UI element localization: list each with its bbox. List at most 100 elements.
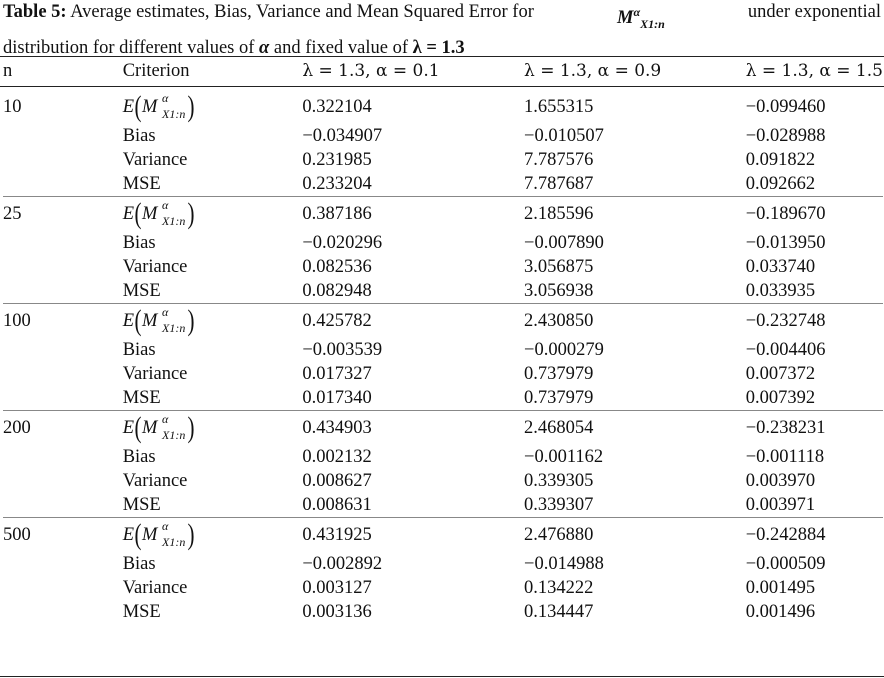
cell-value: −0.000279 (524, 339, 604, 360)
left-paren: ( (134, 304, 142, 337)
table-label: Table 5: (3, 2, 67, 22)
table-row: Bias −0.020296 −0.007890 −0.013950 (3, 231, 883, 255)
cell-value: 2.430850 (524, 310, 594, 331)
header-criterion: Criterion (122, 60, 190, 81)
lambda-fixed: λ = 1.3 (412, 37, 465, 58)
left-paren: ( (134, 90, 142, 123)
caption-text-2: under exponential (747, 2, 881, 22)
cell-value: 0.033740 (745, 256, 816, 277)
cell-value: 0.434903 (302, 417, 372, 438)
cell-value: −0.004406 (745, 339, 826, 360)
table-row: MSE 0.017340 0.737979 0.007392 (3, 386, 883, 410)
caption-text-4: and fixed value of (273, 37, 408, 58)
caption-text-3: distribution for different values of (3, 37, 255, 58)
right-paren: ) (187, 90, 195, 123)
cell-value: 7.787576 (524, 149, 594, 170)
cell-n: 10 (3, 96, 22, 117)
cell-criterion: Variance (122, 577, 188, 598)
table-row: Variance 0.082536 3.056875 0.033740 (3, 255, 883, 279)
cell-n (3, 338, 123, 362)
cell-value: 0.425782 (302, 310, 372, 331)
cell-value: 0.233204 (302, 173, 372, 194)
cell-criterion: Bias (122, 125, 156, 146)
cell-value: 0.387186 (302, 203, 372, 224)
cell-value: 0.008627 (302, 470, 372, 491)
cell-value: 0.134447 (524, 601, 594, 622)
bottom-rule (0, 676, 884, 677)
table-row: Bias 0.002132 −0.001162 −0.001118 (3, 445, 883, 469)
cell-value: 0.322104 (302, 96, 372, 117)
cell-value: 1.655315 (524, 96, 594, 117)
left-paren: ( (134, 411, 142, 444)
cell-n (3, 576, 123, 600)
cell-value: −0.028988 (745, 125, 826, 146)
results-table: n Criterion λ = 1.3, α = 0.1 λ = 1.3, α … (3, 58, 883, 624)
cell-value: −0.232748 (745, 310, 826, 331)
cell-value: 0.003127 (302, 577, 372, 598)
cell-value: 3.056938 (524, 280, 594, 301)
table-row: Variance 0.008627 0.339305 0.003970 (3, 469, 883, 493)
cell-value: 0.003970 (745, 470, 816, 491)
right-paren: ) (187, 197, 195, 230)
cell-value: −0.001118 (745, 446, 825, 467)
header-n: n (3, 60, 13, 81)
cell-n (3, 172, 123, 196)
cell-criterion: MSE (122, 173, 161, 194)
cell-n: 200 (3, 417, 31, 438)
group-separator (3, 303, 883, 304)
cell-value: −0.003539 (302, 339, 383, 360)
cell-value: 2.185596 (524, 203, 594, 224)
table-row: Variance 0.231985 7.787576 0.091822 (3, 148, 883, 172)
cell-value: 0.033935 (745, 280, 816, 301)
expectation-symbol: E (122, 310, 134, 331)
cell-n (3, 445, 123, 469)
cell-n (3, 600, 123, 624)
cell-value: −0.020296 (302, 232, 383, 253)
cell-value: −0.000509 (745, 553, 826, 574)
cell-value: −0.034907 (302, 125, 383, 146)
expectation-symbol: E (122, 203, 134, 224)
table-row: Bias −0.002892 −0.014988 −0.000509 (3, 552, 883, 576)
cell-n: 100 (3, 310, 31, 331)
table-row: Variance 0.003127 0.134222 0.001495 (3, 576, 883, 600)
cell-criterion: Variance (122, 470, 188, 491)
cell-value: −0.013950 (745, 232, 826, 253)
cell-criterion: MSE (122, 601, 161, 622)
cell-criterion: MSE (122, 387, 161, 408)
cell-value: 0.002132 (302, 446, 372, 467)
alpha-symbol: α (259, 37, 270, 58)
cell-value: 0.082948 (302, 280, 372, 301)
cell-criterion: Bias (122, 339, 156, 360)
cell-n (3, 469, 123, 493)
left-paren: ( (134, 518, 142, 551)
cell-criterion: MSE (122, 280, 161, 301)
cell-value: 0.003971 (745, 494, 816, 515)
table-row: MSE 0.003136 0.134447 0.001496 (3, 600, 883, 624)
cell-value: 0.003136 (302, 601, 372, 622)
header-rule (0, 86, 884, 87)
cell-n (3, 279, 123, 303)
cell-value: 0.007392 (745, 387, 816, 408)
table-row: MSE 0.008631 0.339307 0.003971 (3, 493, 883, 517)
group-separator (3, 517, 883, 518)
cell-criterion: Variance (122, 256, 188, 277)
group-separator (3, 196, 883, 197)
expectation-symbol: E (122, 524, 134, 545)
cell-value: 0.231985 (302, 149, 372, 170)
cell-n (3, 231, 123, 255)
cell-n (3, 552, 123, 576)
cell-n (3, 124, 123, 148)
group-separator (3, 410, 883, 411)
cell-value: −0.002892 (302, 553, 383, 574)
